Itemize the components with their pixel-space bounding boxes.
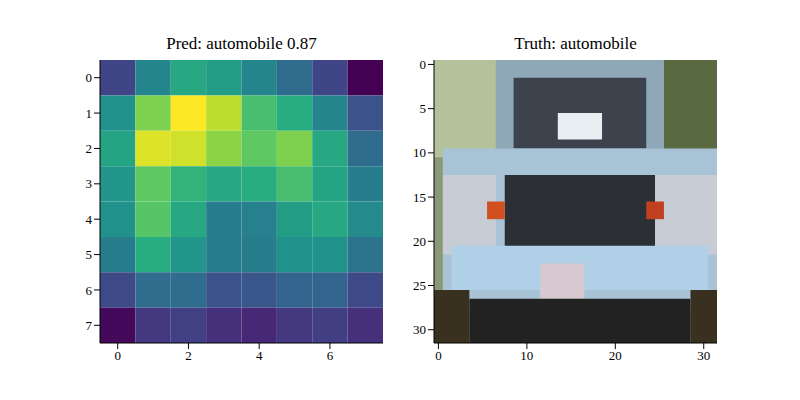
svg-text:5: 5 (420, 101, 427, 116)
svg-text:0: 0 (86, 70, 93, 85)
html-text:Pred: automobile 0.87: Pred: automobile 0.87 (166, 34, 317, 53)
svg-text:7: 7 (86, 318, 93, 333)
svg-text:3: 3 (86, 176, 93, 191)
svg-text:0: 0 (435, 348, 442, 363)
svg-text:6: 6 (327, 348, 334, 363)
svg-text:6: 6 (86, 283, 93, 298)
svg-text:30: 30 (413, 322, 426, 337)
svg-text:10: 10 (413, 145, 426, 160)
svg-text:20: 20 (413, 234, 426, 249)
svg-text:30: 30 (697, 348, 710, 363)
svg-text:0: 0 (420, 57, 427, 72)
svg-text:1: 1 (86, 106, 93, 121)
svg-text:2: 2 (86, 141, 93, 156)
svg-text:25: 25 (413, 278, 426, 293)
svg-text:4: 4 (86, 212, 93, 227)
svg-text:15: 15 (413, 190, 426, 205)
svg-text:10: 10 (520, 348, 533, 363)
svg-text:0: 0 (114, 348, 121, 363)
svg-text:20: 20 (609, 348, 622, 363)
svg-text:2: 2 (185, 348, 192, 363)
svg-text:5: 5 (86, 247, 93, 262)
html-text:Truth: automobile: Truth: automobile (514, 34, 637, 53)
svg-text:4: 4 (256, 348, 263, 363)
